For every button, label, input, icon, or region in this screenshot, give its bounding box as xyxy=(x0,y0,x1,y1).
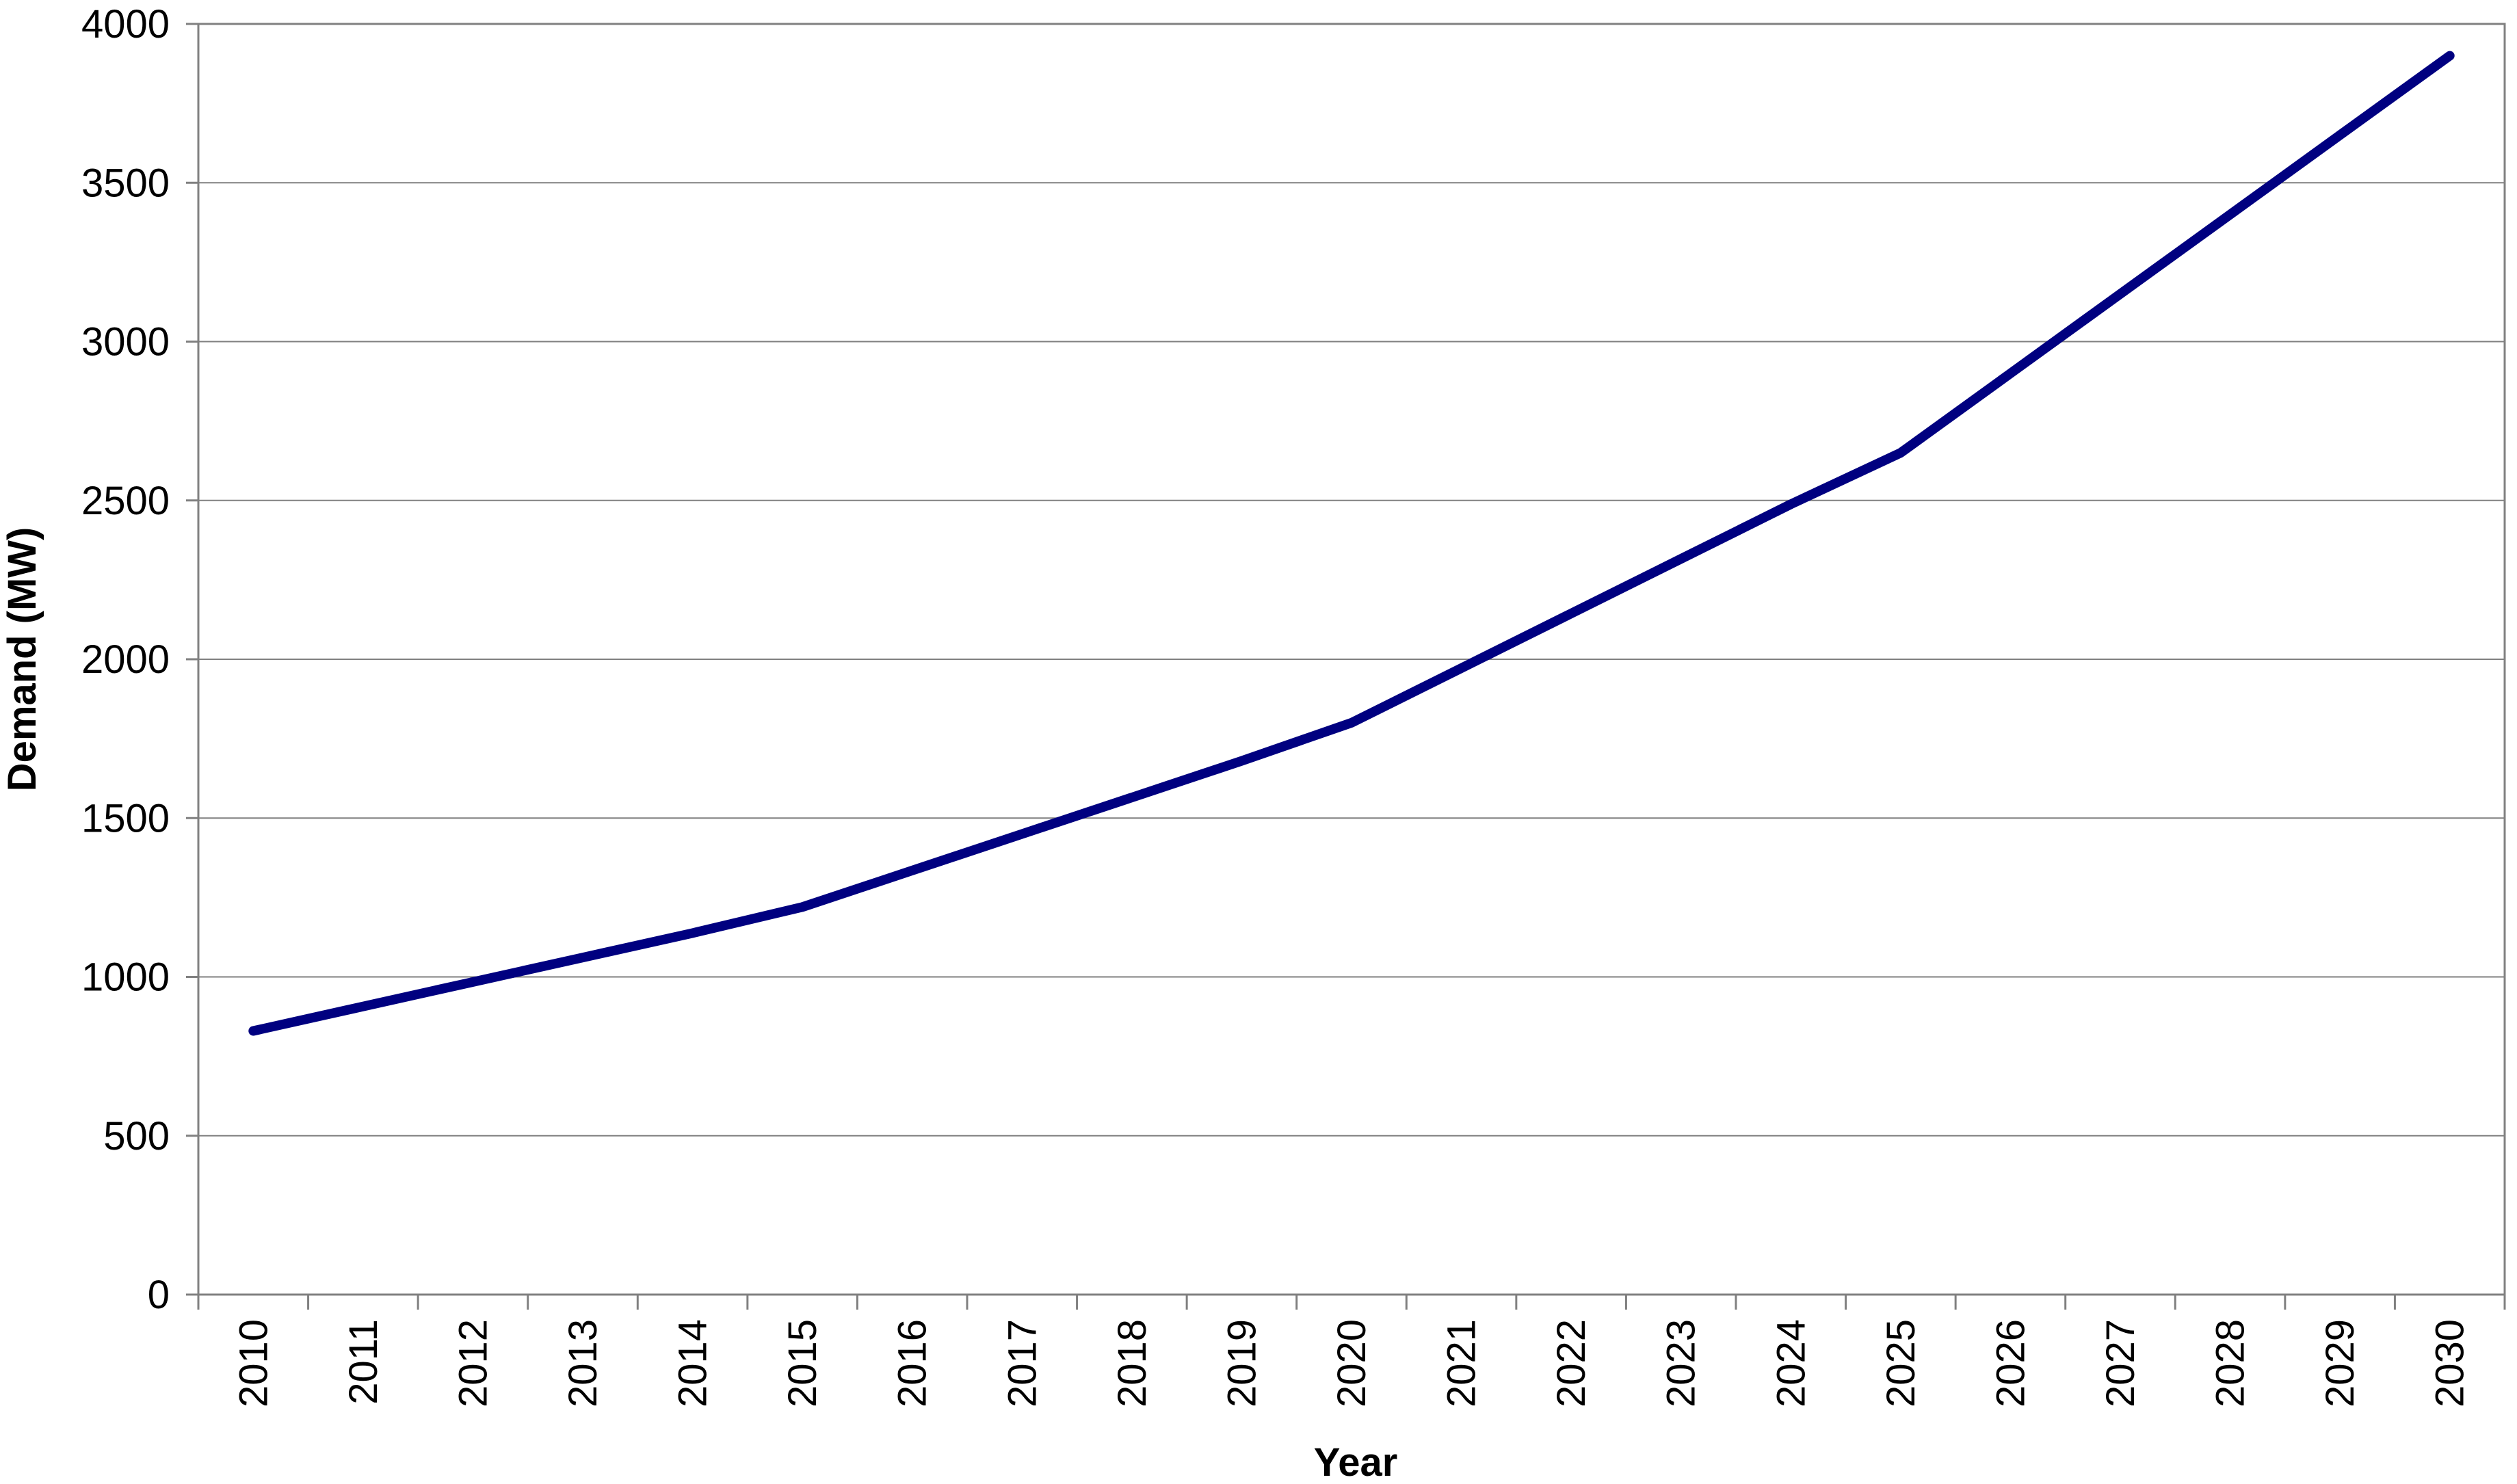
data-point xyxy=(2230,214,2231,215)
x-tick-label: 2027 xyxy=(2098,1319,2143,1407)
x-tick-label: 2011 xyxy=(341,1319,386,1405)
x-tick-label: 2023 xyxy=(1659,1319,1704,1407)
y-tick-label: 2000 xyxy=(81,637,170,682)
x-tick-label: 2029 xyxy=(2318,1319,2362,1407)
x-tick-label: 2016 xyxy=(891,1319,935,1407)
x-tick-label: 2014 xyxy=(671,1319,715,1407)
data-point xyxy=(802,906,803,907)
y-axis-title: Demand (MW) xyxy=(0,527,44,792)
data-point xyxy=(1681,558,1682,559)
x-axis-title: Year xyxy=(1314,1440,1398,1484)
data-point xyxy=(2009,373,2011,374)
series-group xyxy=(248,51,2455,1036)
x-tick-label: 2018 xyxy=(1110,1319,1155,1407)
y-tick-label: 1500 xyxy=(81,796,170,840)
y-tick-label: 500 xyxy=(103,1114,170,1158)
x-tick-label: 2024 xyxy=(1769,1319,1813,1407)
x-tick-label: 2013 xyxy=(561,1319,605,1407)
x-tick-label: 2026 xyxy=(1988,1319,2033,1407)
y-tick-label: 4000 xyxy=(81,2,170,47)
x-tick-label: 2012 xyxy=(451,1319,495,1407)
data-point xyxy=(912,870,913,871)
x-tick-label: 2022 xyxy=(1549,1319,1594,1407)
y-tick-label: 1000 xyxy=(81,955,170,1000)
data-point xyxy=(1900,452,1901,453)
y-tick-label: 3500 xyxy=(81,161,170,205)
x-tick-label: 2021 xyxy=(1440,1319,1484,1407)
x-tick-label: 2025 xyxy=(1879,1319,1923,1407)
data-point xyxy=(1021,833,1023,834)
series-line xyxy=(248,51,2455,1036)
data-point xyxy=(582,957,583,958)
data-point xyxy=(363,1006,364,1007)
x-axis: 2010 2011 2012 2013 2014 2015 2016 2017 2018 2019… xyxy=(197,1295,2506,1407)
data-point xyxy=(692,932,694,933)
data-point xyxy=(1351,722,1352,724)
x-tick-label: 2017 xyxy=(1000,1319,1044,1407)
x-tick-label: 2030 xyxy=(2428,1319,2473,1407)
data-point xyxy=(1790,503,1791,505)
y-axis: 0 500 1000 1500 2000 2500 3000 3500 4000 xyxy=(81,2,198,1317)
data-point xyxy=(2449,55,2451,56)
data-point xyxy=(472,981,473,983)
x-tick-label: 2010 xyxy=(231,1319,276,1407)
data-point xyxy=(1461,667,1462,669)
y-tick-label: 3000 xyxy=(81,320,170,365)
data-point xyxy=(1570,613,1572,614)
x-tick-label: 2019 xyxy=(1220,1319,1264,1407)
data-point xyxy=(2339,135,2341,136)
data-point xyxy=(1241,760,1242,762)
data-point xyxy=(1131,797,1133,798)
gridlines xyxy=(198,182,2505,1137)
x-tick-label: 2020 xyxy=(1330,1319,1374,1407)
data-point xyxy=(252,1030,254,1031)
x-tick-label: 2028 xyxy=(2209,1319,2253,1407)
y-tick-label: 0 xyxy=(148,1273,170,1317)
x-tick-label: 2015 xyxy=(780,1319,825,1407)
y-tick-label: 2500 xyxy=(81,479,170,523)
data-point xyxy=(2120,293,2121,295)
